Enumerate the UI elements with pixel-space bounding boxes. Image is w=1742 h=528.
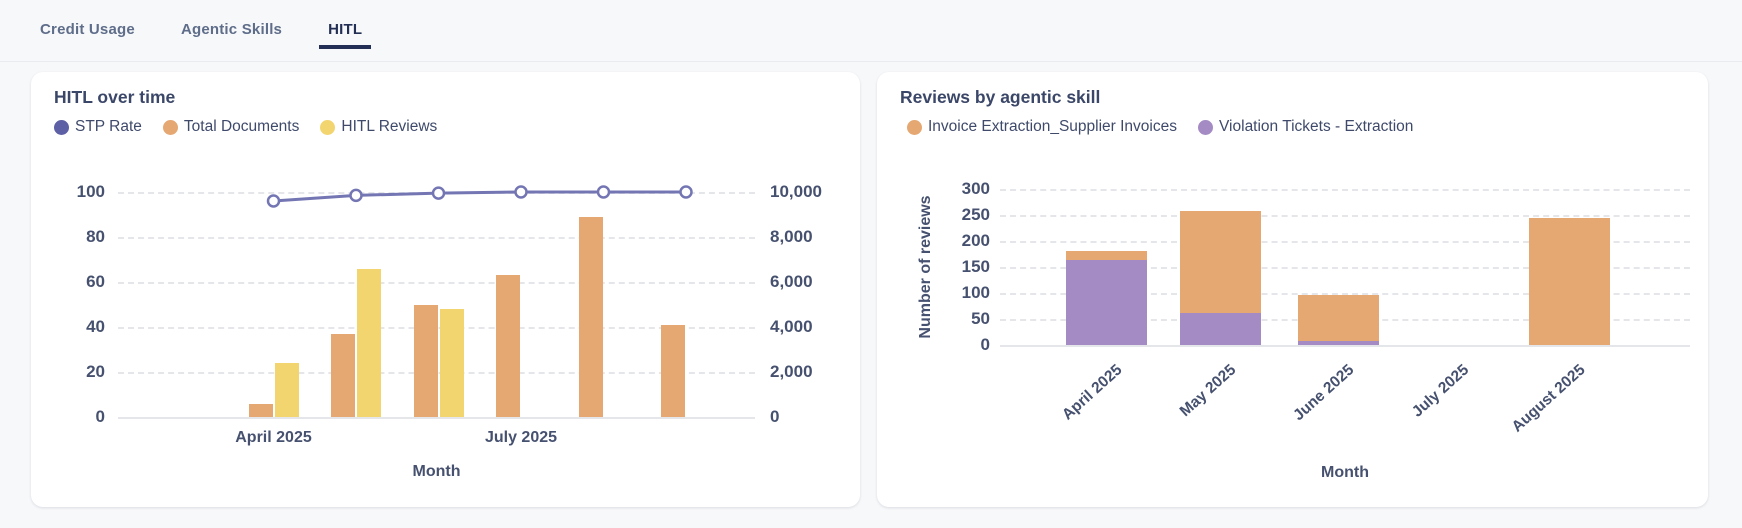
legend-dot-icon	[54, 119, 69, 135]
bar-violation-tickets[interactable]	[1297, 340, 1379, 345]
y-axis-tick-left: 100	[76, 182, 105, 201]
bar-hitl-reviews[interactable]	[274, 363, 299, 417]
legend-label: Total Documents	[183, 118, 300, 135]
stp-rate-point[interactable]	[431, 186, 446, 200]
legend-item-hitl-reviews[interactable]: HITL Reviews	[320, 118, 437, 136]
tab-hitl[interactable]: HITL	[319, 21, 372, 49]
bar-total-documents[interactable]	[496, 275, 520, 417]
gridline	[1000, 215, 1690, 217]
x-axis-title: Month	[1321, 464, 1369, 481]
bar-total-documents[interactable]	[578, 216, 603, 417]
y-axis-tick-left: 20	[86, 362, 105, 381]
stp-rate-point[interactable]	[349, 188, 363, 203]
y-axis-tick-right: 0	[770, 407, 780, 426]
y-axis-tick-right: 10,000	[770, 182, 822, 201]
legend-dot-icon	[1198, 119, 1213, 135]
bar-total-documents[interactable]	[331, 333, 355, 417]
x-axis-tick: August 2025	[1508, 361, 1589, 436]
y-axis-tick-right: 2,000	[770, 362, 813, 381]
legend-item-total-documents[interactable]: Total Documents	[162, 118, 300, 136]
y-axis-tick-right: 4,000	[770, 317, 813, 336]
bar-hitl-reviews[interactable]	[357, 268, 381, 417]
y-axis-tick: 150	[961, 257, 990, 276]
stp-rate-point[interactable]	[266, 194, 281, 208]
chart-legend: STP Rate Total Documents HITL Reviews	[54, 118, 437, 136]
bar-invoice-extraction[interactable]	[1065, 250, 1147, 261]
x-axis-tick: April 2025	[1058, 361, 1126, 424]
bar-violation-tickets[interactable]	[1065, 260, 1147, 345]
legend-label: HITL Reviews	[341, 118, 438, 135]
x-axis-tick: May 2025	[1176, 361, 1240, 421]
legend-label: Invoice Extraction_Supplier Invoices	[928, 118, 1177, 135]
legend-dot-icon	[162, 119, 178, 135]
stp-rate-point[interactable]	[596, 185, 611, 199]
legend-item-stp-rate[interactable]: STP Rate	[54, 118, 142, 136]
legend-dot-icon	[320, 119, 336, 135]
stp-rate-point[interactable]	[514, 185, 528, 199]
gridline	[1000, 345, 1690, 347]
tab-agentic-skills[interactable]: Agentic Skills	[180, 21, 283, 38]
bar-invoice-extraction[interactable]	[1179, 210, 1261, 313]
bar-invoice-extraction[interactable]	[1528, 217, 1610, 345]
stp-rate-point[interactable]	[679, 185, 693, 199]
gridline	[118, 282, 755, 284]
x-axis-tick: July 2025	[1409, 361, 1473, 421]
y-axis-tick: 250	[961, 205, 990, 224]
bar-hitl-reviews[interactable]	[439, 309, 464, 417]
tabbar-divider	[0, 61, 1742, 62]
y-axis-tick: 50	[971, 309, 990, 328]
x-axis-title: Month	[412, 463, 461, 480]
gridline	[118, 237, 755, 239]
bar-total-documents[interactable]	[661, 324, 685, 417]
reviews-by-agentic-skill-card: Reviews by agentic skill Invoice Extract…	[877, 72, 1708, 507]
y-axis-tick-right: 8,000	[770, 227, 813, 246]
legend-dot-icon	[907, 119, 922, 135]
legend-item-violation-tickets[interactable]: Violation Tickets - Extraction	[1198, 118, 1413, 136]
y-axis-tick-left: 60	[86, 272, 105, 291]
tab-credit-usage[interactable]: Credit Usage	[40, 21, 135, 38]
legend-label: Violation Tickets - Extraction	[1219, 118, 1414, 135]
bar-total-documents[interactable]	[248, 403, 273, 417]
bar-invoice-extraction[interactable]	[1297, 295, 1379, 341]
gridline	[1000, 241, 1690, 243]
gridline	[1000, 267, 1690, 269]
y-axis-tick: 200	[961, 231, 990, 250]
y-axis-tick: 100	[961, 283, 990, 302]
gridline	[1000, 293, 1690, 295]
chart-title: Reviews by agentic skill	[900, 87, 1101, 107]
y-axis-tick-right: 6,000	[770, 272, 813, 291]
y-axis-tick: 300	[961, 179, 990, 198]
legend-label: STP Rate	[75, 118, 142, 135]
bar-violation-tickets[interactable]	[1179, 312, 1261, 345]
hitl-over-time-card: HITL over time STP Rate Total Documents …	[31, 72, 860, 507]
y-axis-tick-left: 40	[86, 317, 105, 336]
x-axis-tick: June 2025	[1290, 361, 1358, 425]
y-axis-tick-left: 0	[95, 407, 105, 426]
y-axis-tick-left: 80	[86, 227, 105, 246]
x-axis-tick: April 2025	[235, 429, 312, 446]
legend-item-invoice-extraction[interactable]: Invoice Extraction_Supplier Invoices	[907, 118, 1177, 136]
gridline	[1000, 189, 1690, 191]
chart-title: HITL over time	[54, 87, 176, 107]
stp-rate-line	[266, 185, 693, 208]
gridline	[118, 417, 755, 419]
y-axis-tick: 0	[980, 335, 990, 354]
chart-legend: Invoice Extraction_Supplier Invoices Vio…	[907, 118, 1413, 136]
x-axis-tick: July 2025	[484, 429, 558, 446]
tab-bar: Credit Usage Agentic Skills HITL	[0, 0, 1742, 49]
bar-total-documents[interactable]	[413, 304, 438, 417]
